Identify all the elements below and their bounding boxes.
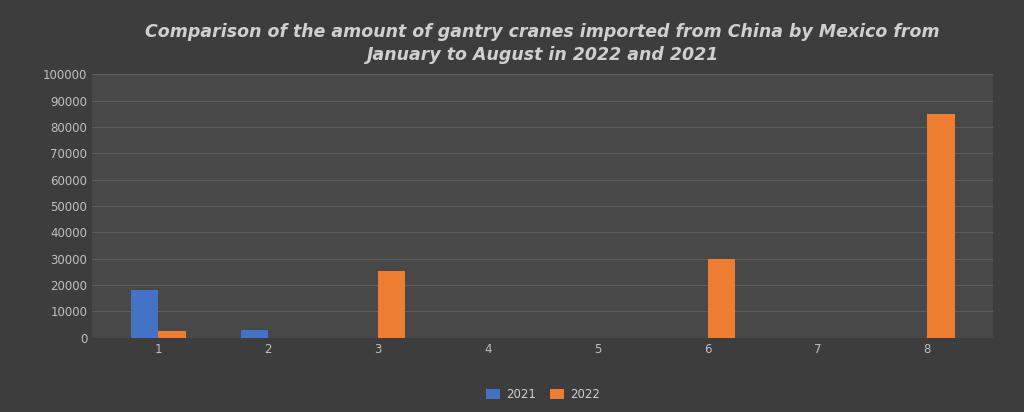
Bar (378, 271, 406, 338)
Title: Comparison of the amount of gantry cranes imported from China by Mexico from
Jan: Comparison of the amount of gantry crane… (145, 23, 940, 64)
Bar (131, 290, 158, 338)
Bar (158, 331, 185, 338)
Bar (928, 114, 954, 338)
Bar (708, 259, 735, 338)
Legend: 2021, 2022: 2021, 2022 (481, 383, 604, 406)
Bar (241, 330, 268, 338)
